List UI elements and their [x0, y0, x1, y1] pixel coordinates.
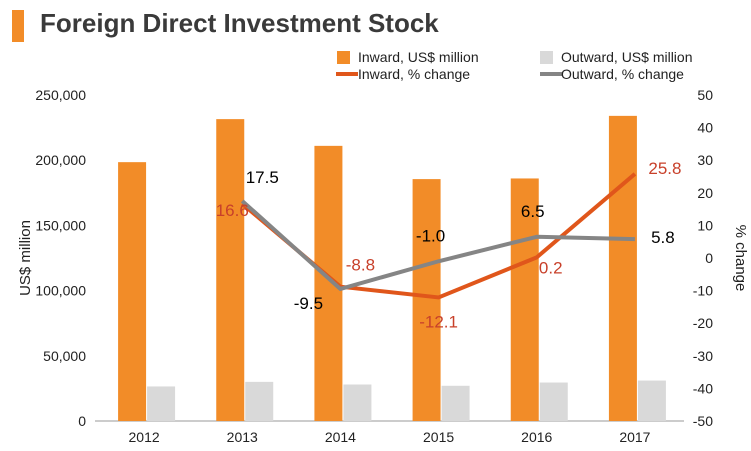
y2-tick-label: 0 — [705, 250, 713, 266]
bar-inward — [118, 162, 147, 421]
data-labels: 16.6 -8.8 -12.1 0.2 25.8 17.5 -9.5 -1.0 6.5 5.8 — [216, 159, 682, 332]
y2-tick-label: -20 — [693, 315, 713, 331]
legend-label-outward-bar: Outward, US$ million — [561, 49, 693, 65]
data-label-inward: 16.6 — [216, 201, 249, 220]
bar-inward — [412, 179, 441, 421]
bar-inward — [216, 119, 245, 422]
y-tick-label: 200,000 — [35, 152, 86, 168]
y-tick-label: 50,000 — [43, 348, 86, 364]
legend-swatch-outward-bar — [540, 51, 553, 64]
bar-outward — [343, 384, 372, 421]
data-label-inward: -8.8 — [346, 256, 375, 275]
axes: US$ million % change — [17, 220, 749, 422]
bar-outward — [539, 382, 568, 421]
legend-label-outward-line: Outward, % change — [561, 66, 684, 82]
bars — [118, 115, 666, 422]
ticks: 0 50,000 100,000 150,000 200,000 250,000 -50 -4… — [35, 87, 713, 445]
data-label-outward: 17.5 — [246, 168, 279, 187]
data-label-outward: -1.0 — [416, 226, 445, 245]
y2-tick-label: -10 — [693, 283, 713, 299]
legend-swatch-inward-bar — [337, 51, 350, 64]
chart-title: Foreign Direct Investment Stock — [40, 8, 439, 38]
bar-outward — [637, 380, 666, 421]
x-tick-label: 2017 — [619, 429, 650, 445]
y-tick-label: 150,000 — [35, 217, 86, 233]
y2-tick-label: -40 — [693, 380, 713, 396]
x-tick-label: 2012 — [129, 429, 160, 445]
legend: Inward, US$ million Outward, US$ million… — [336, 49, 693, 82]
y2-tick-label: 30 — [697, 152, 713, 168]
y2-tick-label: -50 — [693, 413, 713, 429]
y2-tick-label: 50 — [697, 87, 713, 103]
x-tick-label: 2014 — [325, 429, 356, 445]
data-label-outward: -9.5 — [294, 294, 323, 313]
bar-outward — [441, 385, 470, 421]
bar-inward — [510, 178, 539, 421]
title-accent-bar — [12, 10, 24, 42]
right-axis-title: % change — [732, 225, 749, 292]
data-label-inward: 0.2 — [539, 258, 563, 277]
y-tick-label: 100,000 — [35, 283, 86, 299]
y2-tick-label: -30 — [693, 348, 713, 364]
legend-label-inward-bar: Inward, US$ million — [358, 49, 479, 65]
data-label-inward: -12.1 — [419, 312, 458, 331]
bar-outward — [245, 381, 274, 421]
x-tick-label: 2015 — [423, 429, 454, 445]
data-label-outward: 6.5 — [521, 202, 545, 221]
y-tick-label: 250,000 — [35, 87, 86, 103]
y-tick-label: 0 — [78, 413, 86, 429]
y2-tick-label: 10 — [697, 217, 713, 233]
data-label-outward: 5.8 — [651, 228, 675, 247]
lines — [240, 172, 637, 300]
left-axis-title: US$ million — [17, 220, 34, 296]
x-tick-label: 2016 — [521, 429, 552, 445]
legend-label-inward-line: Inward, % change — [358, 66, 470, 82]
y2-tick-label: 20 — [697, 185, 713, 201]
data-label-inward: 25.8 — [648, 159, 681, 178]
x-tick-label: 2013 — [227, 429, 258, 445]
line-outward-change — [240, 199, 635, 291]
y2-tick-label: 40 — [697, 120, 713, 136]
bar-outward — [147, 386, 176, 421]
bar-inward — [608, 115, 637, 421]
